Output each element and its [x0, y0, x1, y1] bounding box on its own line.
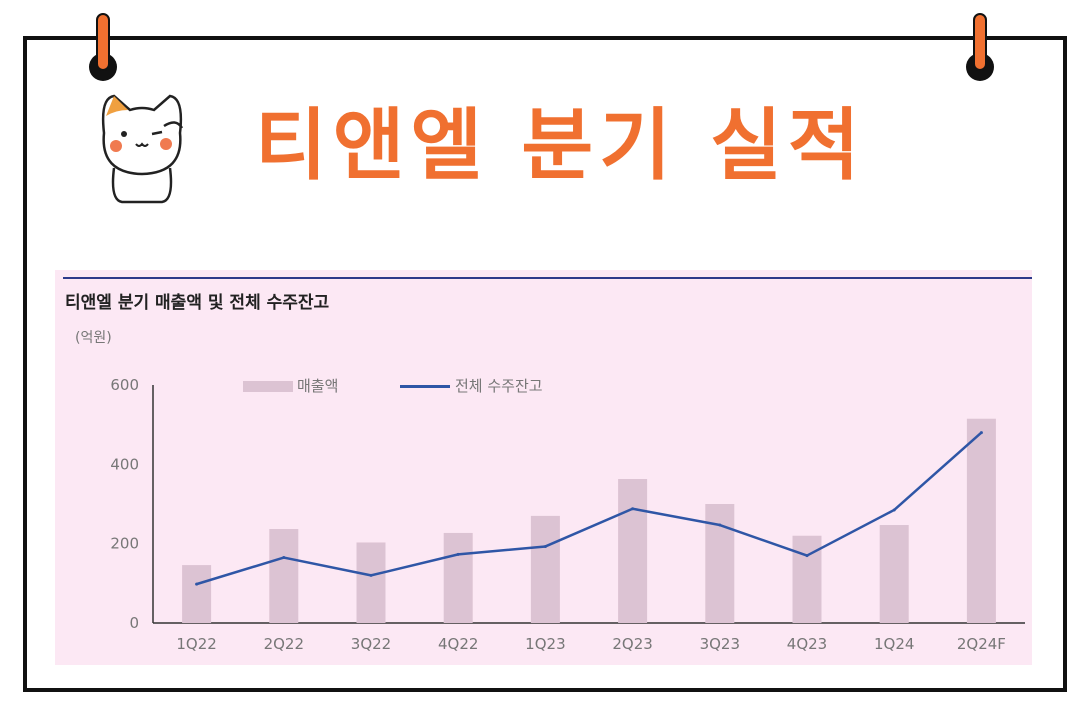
bar	[530, 515, 560, 623]
bar	[269, 528, 299, 623]
legend-swatch-backlog	[400, 385, 450, 388]
bar	[792, 535, 822, 623]
bar	[879, 525, 909, 623]
y-tick-label: 400	[110, 455, 139, 473]
legend-swatch-revenue	[243, 381, 293, 392]
y-tick-label: 600	[110, 376, 139, 394]
bar	[443, 532, 473, 623]
bar	[705, 504, 735, 623]
series-line-backlog	[196, 431, 983, 586]
line-point	[282, 556, 286, 560]
line-point	[979, 431, 983, 435]
legend-label-backlog: 전체 수주잔고	[455, 377, 543, 395]
chart-panel: 티앤엘 분기 매출액 및 전체 수주잔고 (억원) 매출액 전체 수주잔고 0 2…	[55, 270, 1032, 665]
pin-icon	[89, 13, 117, 81]
x-tick-label: 3Q23	[700, 635, 740, 653]
chart-plot-area: 0 200 400 600 1Q22 2Q22 3Q22 4Q22 1Q23 2Q23 3Q23 4Q…	[110, 376, 1025, 653]
x-tick-label: 2Q23	[612, 635, 652, 653]
x-tick-label: 4Q23	[787, 635, 827, 653]
line-point	[805, 554, 809, 558]
line-point	[631, 507, 635, 511]
bar	[356, 542, 386, 623]
chart-title: 티앤엘 분기 매출액 및 전체 수주잔고	[65, 293, 330, 313]
y-tick-label: 0	[129, 614, 139, 632]
cat-mascot-icon	[101, 94, 184, 204]
x-tick-label: 1Q24	[874, 635, 914, 653]
bar	[618, 479, 648, 623]
x-tick-label: 3Q22	[351, 635, 391, 653]
chart-top-rule	[63, 277, 1032, 279]
line-point	[543, 544, 547, 548]
line-point	[456, 552, 460, 556]
page-title: 티앤엘 분기 실적	[255, 101, 866, 191]
line-point	[369, 573, 373, 577]
bar	[182, 565, 212, 623]
line-point	[195, 582, 199, 586]
x-tick-label: 1Q23	[525, 635, 565, 653]
x-tick-label: 4Q22	[438, 635, 478, 653]
y-tick-label: 200	[110, 535, 139, 553]
line-point	[718, 523, 722, 527]
x-tick-label: 2Q24F	[957, 635, 1006, 653]
bar	[966, 418, 996, 623]
y-axis-unit: (억원)	[75, 330, 112, 346]
line-point	[892, 508, 896, 512]
pin-icon	[966, 13, 994, 81]
x-tick-label: 2Q22	[264, 635, 304, 653]
legend-label-revenue: 매출액	[297, 377, 339, 395]
x-tick-label: 1Q22	[176, 635, 216, 653]
